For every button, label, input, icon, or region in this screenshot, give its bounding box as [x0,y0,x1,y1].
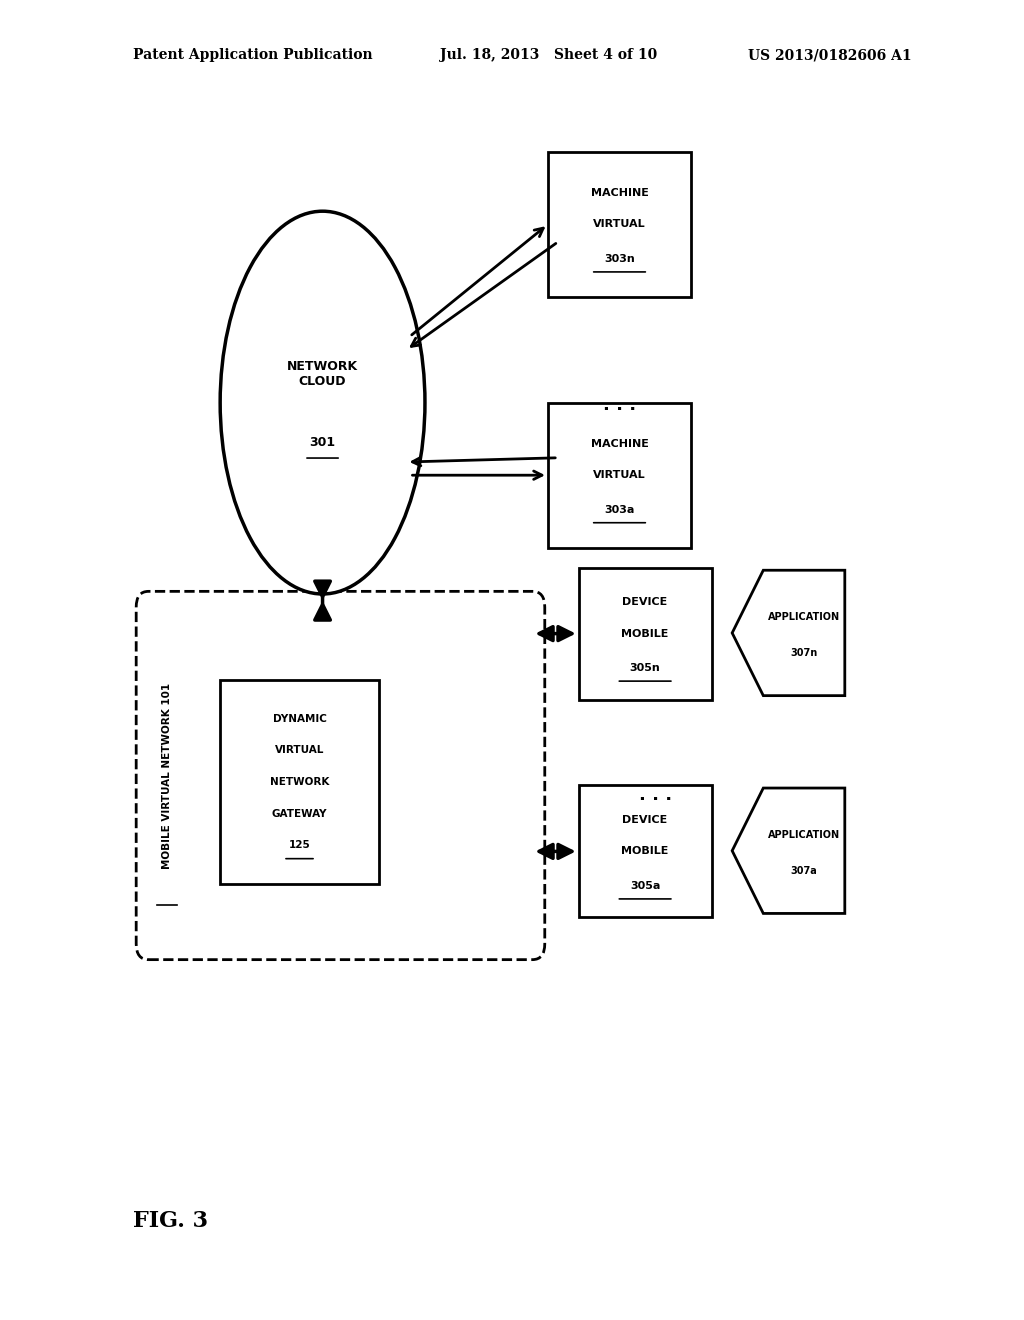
Text: 307a: 307a [791,866,817,875]
Text: US 2013/0182606 A1: US 2013/0182606 A1 [748,49,911,62]
FancyBboxPatch shape [548,152,691,297]
Text: NETWORK
CLOUD: NETWORK CLOUD [287,359,358,388]
Text: VIRTUAL: VIRTUAL [593,219,646,230]
Text: MACHINE: MACHINE [591,438,648,449]
Text: 307n: 307n [791,648,818,657]
Text: NETWORK: NETWORK [270,777,329,787]
Text: DEVICE: DEVICE [623,814,668,825]
FancyBboxPatch shape [579,785,712,917]
Text: Jul. 18, 2013   Sheet 4 of 10: Jul. 18, 2013 Sheet 4 of 10 [440,49,657,62]
Text: 303a: 303a [604,504,635,515]
Text: MACHINE: MACHINE [591,187,648,198]
Text: 303n: 303n [604,253,635,264]
Text: VIRTUAL: VIRTUAL [274,746,325,755]
Text: FIG. 3: FIG. 3 [133,1210,208,1232]
Text: . . .: . . . [639,785,672,804]
Text: 305n: 305n [630,663,660,673]
Text: DEVICE: DEVICE [623,597,668,607]
Text: MOBILE: MOBILE [622,628,669,639]
Text: 301: 301 [309,436,336,449]
FancyBboxPatch shape [220,680,379,884]
FancyBboxPatch shape [579,568,712,700]
Text: 125: 125 [289,841,310,850]
Text: GATEWAY: GATEWAY [271,809,328,818]
Polygon shape [732,788,845,913]
Text: VIRTUAL: VIRTUAL [593,470,646,480]
Text: APPLICATION: APPLICATION [768,612,840,622]
Text: Patent Application Publication: Patent Application Publication [133,49,373,62]
Text: DYNAMIC: DYNAMIC [272,714,327,723]
FancyBboxPatch shape [548,403,691,548]
FancyBboxPatch shape [136,591,545,960]
Text: MOBILE VIRTUAL NETWORK 101: MOBILE VIRTUAL NETWORK 101 [162,682,172,869]
Text: . . .: . . . [603,396,636,414]
Ellipse shape [220,211,425,594]
Text: APPLICATION: APPLICATION [768,830,840,840]
Polygon shape [732,570,845,696]
Text: 305a: 305a [630,880,660,891]
Text: MOBILE: MOBILE [622,846,669,857]
